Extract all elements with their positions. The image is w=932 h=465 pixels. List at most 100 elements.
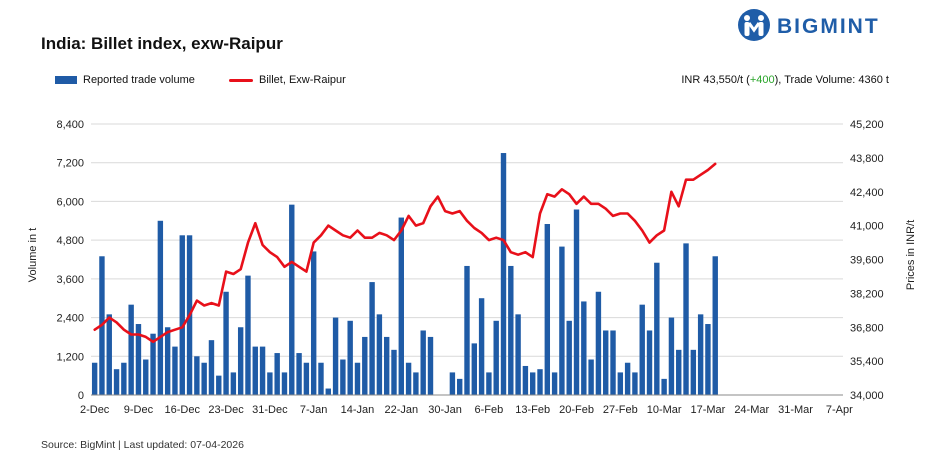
y-tick-left: 1,200 [56, 351, 84, 363]
y-tick-right: 39,600 [850, 255, 884, 267]
volume-bar [303, 362, 310, 395]
x-tick: 31-Dec [252, 404, 288, 416]
volume-bar [369, 282, 375, 395]
axes: 0 1,200 2,400 3,600 4,800 6,000 7,200 8,400 34,0… [56, 119, 883, 416]
volume-bar [676, 349, 682, 395]
y-tick-right: 35,400 [850, 356, 884, 368]
volume-bar [464, 265, 470, 395]
volume-bar [332, 317, 339, 395]
volume-bar [624, 362, 631, 395]
x-tick: 2-Dec [80, 404, 110, 416]
volume-bar [654, 262, 660, 395]
y-tick-right: 36,800 [850, 322, 884, 334]
y-axis-title-right: Prices in INR/t [905, 220, 917, 290]
y-tick-left: 4,800 [56, 235, 84, 247]
legend-label-volume: Reported trade volume [83, 74, 195, 86]
y-tick-right: 34,000 [850, 390, 884, 402]
volume-bar [216, 375, 222, 395]
price-line-path [93, 162, 717, 344]
volume-bar [661, 378, 667, 395]
volume-bar [223, 291, 229, 395]
legend-item-volume: Reported trade volume [55, 74, 195, 86]
volume-bar [493, 320, 499, 395]
volume-bar [486, 372, 492, 395]
volume-bar [690, 349, 697, 395]
volume-bar [515, 314, 521, 395]
bigmint-logo-icon [738, 9, 770, 41]
volume-bar [537, 369, 543, 395]
volume-bar [530, 372, 536, 395]
volume-bar [91, 362, 98, 395]
volume-bar [230, 372, 237, 395]
volume-bar [595, 291, 602, 395]
volume-bar [588, 359, 594, 395]
volume-bar [237, 327, 244, 395]
x-tick: 13-Feb [515, 404, 550, 416]
x-tick: 7-Jan [300, 404, 328, 416]
price-line [93, 162, 717, 344]
volume-bar [259, 346, 266, 395]
volume-bar [646, 330, 653, 395]
x-tick: 23-Dec [208, 404, 244, 416]
volume-bar [172, 346, 178, 395]
x-tick: 14-Jan [341, 404, 375, 416]
volume-bar [522, 365, 529, 395]
volume-bar [354, 362, 361, 395]
volume-bar [179, 235, 185, 395]
y-tick-left: 7,200 [56, 158, 84, 170]
x-tick: 20-Feb [559, 404, 594, 416]
volume-bar [398, 217, 404, 395]
volume-bar [113, 369, 120, 395]
volume-bar [376, 314, 383, 395]
volume-bar [267, 372, 273, 395]
x-tick: 31-Mar [778, 404, 813, 416]
price-summary: INR 43,550/t (+400), Trade Volume: 4360 … [681, 74, 889, 86]
volume-bar [551, 372, 558, 395]
volume-bar [391, 349, 397, 395]
volume-bar [544, 224, 551, 395]
volume-bar [508, 265, 514, 395]
volume-bar [500, 153, 507, 395]
volume-bar [573, 209, 580, 395]
volume-bar [683, 243, 689, 395]
volume-bar [705, 324, 711, 395]
price-change: +400 [749, 74, 775, 86]
volume-bar [106, 314, 112, 395]
volume-bar [603, 330, 609, 395]
bigmint-logo-text: BIGMINT [777, 15, 880, 38]
volume-bar [157, 220, 164, 395]
x-tick: 7-Apr [826, 404, 853, 416]
volume-bar [697, 314, 704, 395]
volume-bar [289, 204, 295, 395]
legend-label-price: Billet, Exw-Raipur [259, 74, 346, 86]
legend-item-price: Billet, Exw-Raipur [229, 74, 346, 86]
legend-swatch-bar [55, 76, 77, 84]
y-tick-right: 43,800 [850, 153, 884, 165]
x-tick: 9-Dec [124, 404, 154, 416]
x-tick: 6-Feb [475, 404, 504, 416]
volume-bar [347, 320, 353, 395]
x-tick: 22-Jan [384, 404, 418, 416]
x-tick: 10-Mar [647, 404, 682, 416]
trade-volume: Trade Volume: 4360 t [784, 74, 889, 86]
current-price: INR 43,550/t [681, 74, 744, 86]
volume-bar [201, 362, 207, 395]
volume-bar [121, 362, 127, 395]
volume-bar [639, 304, 645, 395]
volume-bar [632, 372, 638, 395]
x-tick: 16-Dec [165, 404, 201, 416]
y-tick-left: 8,400 [56, 119, 84, 131]
volume-bar [143, 359, 149, 395]
chart-title: India: Billet index, exw-Raipur [41, 34, 283, 53]
volume-bar [150, 333, 156, 395]
volume-bar [449, 372, 456, 395]
y-tick-left: 6,000 [56, 196, 84, 208]
volume-bar [581, 301, 587, 395]
source-note: Source: BigMint | Last updated: 07-04-20… [41, 439, 244, 451]
volume-bar [456, 378, 463, 395]
y-tick-left: 3,600 [56, 274, 84, 286]
volume-bar [610, 330, 616, 395]
volume-bar [668, 317, 675, 395]
volume-bar [559, 246, 565, 395]
